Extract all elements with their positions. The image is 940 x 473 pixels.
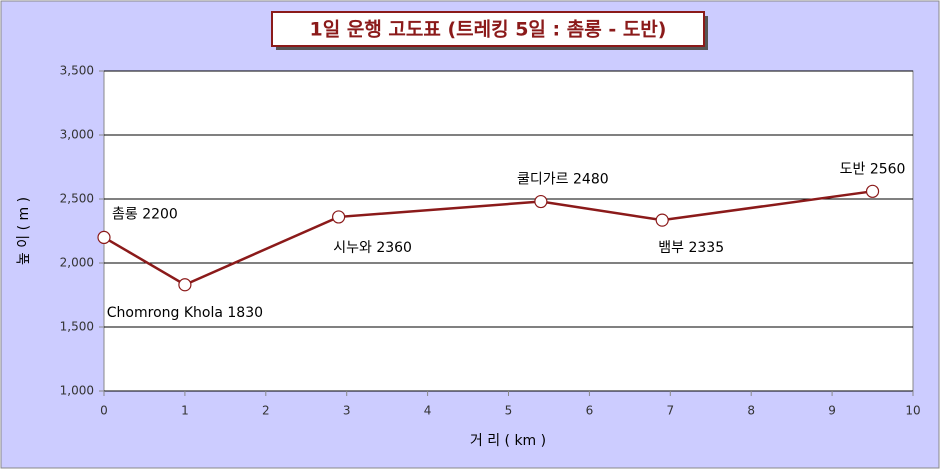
y-tick-label: 3,500 [60, 64, 94, 78]
data-label: 시누와 2360 [333, 240, 412, 256]
x-tick-label: 7 [666, 404, 674, 418]
y-tick-label: 3,000 [60, 128, 94, 142]
data-label: Chomrong Khola 1830 [107, 305, 263, 321]
plot-area [103, 70, 914, 392]
y-tick-label: 2,000 [60, 256, 94, 270]
marker [178, 278, 192, 292]
x-tick-label: 5 [505, 404, 513, 418]
line [103, 190, 873, 287]
data-label: 뱀부 2335 [658, 240, 724, 256]
x-tick-label: 1 [181, 404, 189, 418]
title-box [271, 11, 705, 47]
x-axis-label: 거 리 ( km ) [470, 433, 546, 449]
x-tick-label: 0 [100, 404, 108, 418]
y-tick-label: 1,000 [60, 384, 94, 398]
marker [865, 184, 880, 198]
marker [332, 210, 346, 224]
x-tick-label: 2 [262, 404, 270, 418]
y-tick-label: 1,500 [60, 320, 94, 334]
marker [534, 194, 548, 209]
x-tick-label: 10 [905, 404, 920, 418]
y-tick-label: 2,500 [60, 192, 94, 206]
chart-title: 1일 운행 고도표 (트레킹 5일 : 촘롱 - 도반) [310, 19, 667, 41]
data-label: 도반 2560 [840, 161, 906, 177]
y-axis-label: 높 이 ( m ) [16, 197, 32, 265]
x-tick-label: 6 [586, 404, 594, 418]
data-label: 촘롱 2200 [112, 206, 178, 222]
x-tick-label: 8 [747, 404, 755, 418]
marker [97, 230, 111, 244]
data-label: 쿨디가르 2480 [517, 172, 609, 188]
x-tick-label: 9 [828, 404, 836, 418]
x-tick-label: 4 [424, 404, 432, 418]
x-tick-label: 3 [343, 404, 351, 418]
marker [655, 213, 669, 227]
